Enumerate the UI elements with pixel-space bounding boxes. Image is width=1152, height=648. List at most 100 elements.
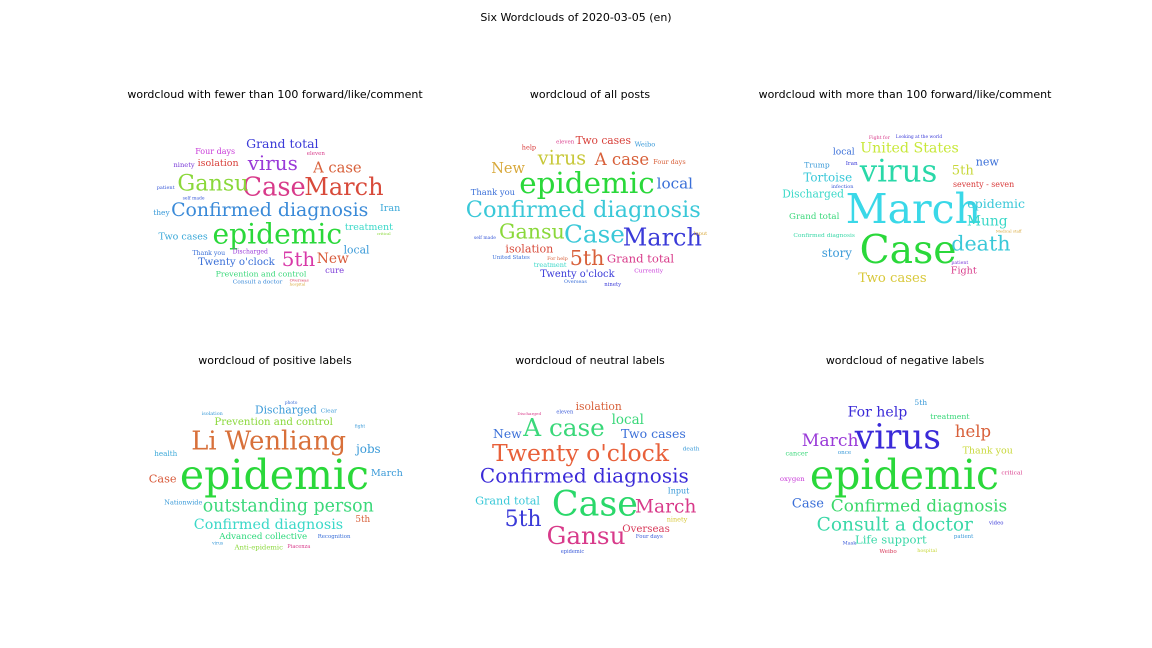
word-epidemic: epidemic bbox=[180, 451, 369, 499]
word-input: Input bbox=[668, 486, 691, 495]
word-consult-a-doctor: Consult a doctor bbox=[817, 514, 973, 535]
word-for-help: For help bbox=[848, 405, 908, 421]
word-mask: Mask bbox=[843, 541, 858, 547]
word-twenty-o-clock: Twenty o'clock bbox=[198, 257, 276, 268]
word-ninety: ninety bbox=[667, 516, 688, 524]
word-patient: patient bbox=[951, 260, 968, 266]
word-case: Case bbox=[792, 496, 824, 511]
word-united-states: United States bbox=[492, 255, 530, 261]
word-life-support: Life support bbox=[855, 533, 927, 547]
word-local: local bbox=[344, 244, 370, 257]
word-march: March bbox=[623, 224, 702, 252]
word-case: Case bbox=[564, 220, 625, 249]
word-grand-total: Grand total bbox=[246, 136, 318, 151]
word-grand-total: Grand total bbox=[475, 495, 540, 508]
word-new: New bbox=[317, 251, 349, 267]
word-gansu: Gansu bbox=[547, 521, 626, 550]
word-local: local bbox=[612, 412, 644, 428]
word-case: Case bbox=[242, 173, 305, 203]
word-consult-a-doctor: Consult a doctor bbox=[233, 279, 283, 285]
word-two-cases: Two cases bbox=[621, 426, 686, 441]
word-anti-epidemic: Anti-epidemic bbox=[234, 544, 284, 552]
word-four-days: Four days bbox=[195, 147, 235, 156]
panel-title: wordcloud with more than 100 forward/lik… bbox=[758, 88, 1052, 101]
word-new: New bbox=[493, 426, 522, 441]
word-input: Input bbox=[694, 231, 708, 237]
word-eleven: eleven bbox=[556, 140, 575, 146]
word-oxygen: oxygen bbox=[780, 475, 805, 483]
word-new: new bbox=[976, 156, 1000, 169]
word-health: health bbox=[154, 449, 177, 458]
word-case: Case bbox=[149, 473, 177, 486]
panel-title: wordcloud with fewer than 100 forward/li… bbox=[127, 88, 423, 101]
word-march: March bbox=[846, 185, 981, 233]
word-tortoise: Tortoise bbox=[803, 171, 852, 185]
word-once: once bbox=[838, 450, 852, 456]
word-5th: 5th bbox=[355, 515, 370, 525]
word-fight-for: Fight for bbox=[869, 135, 891, 141]
word-discharged: Discharged bbox=[517, 411, 541, 416]
panel-title: wordcloud of all posts bbox=[529, 88, 651, 101]
word-confirmed-diagnosis: Confirmed diagnosis bbox=[194, 517, 343, 533]
word-currently: Currently bbox=[634, 268, 663, 274]
word-case: Case bbox=[552, 485, 638, 525]
word-infection: infection bbox=[831, 184, 854, 190]
word-thank-you: Thank you bbox=[192, 250, 225, 257]
word-help: help bbox=[955, 422, 991, 441]
word-virus: virus bbox=[211, 541, 224, 546]
word-epidemic: epidemic bbox=[519, 166, 655, 200]
word-confirmed-diagnosis: Confirmed diagnosis bbox=[466, 197, 701, 223]
word-virus: virus bbox=[537, 146, 586, 169]
word-cancer: cancer bbox=[786, 450, 809, 458]
word-patient: patient bbox=[954, 534, 974, 540]
word-discharged: Discharged bbox=[233, 249, 268, 256]
word-united-states: United States bbox=[860, 141, 959, 157]
word-ninety: ninety bbox=[604, 282, 621, 288]
word-hospital: hospital bbox=[917, 548, 937, 554]
word-critical: critical bbox=[1001, 471, 1022, 477]
word-overseas: Overseas bbox=[290, 278, 309, 283]
word-confirmed-diagnosis: Confirmed diagnosis bbox=[480, 463, 689, 487]
word-trump: Trump bbox=[804, 160, 830, 169]
wordcloud-panel-6: wordcloud of negative labels epidemic vir… bbox=[740, 354, 1070, 584]
word-isolation: isolation bbox=[576, 400, 622, 413]
word-confirmed-diagnosis: Confirmed diagnosis bbox=[793, 233, 855, 239]
word-patient: patient bbox=[157, 185, 175, 191]
word-march: March bbox=[635, 497, 696, 518]
word-story: story bbox=[822, 246, 853, 260]
word-local: local bbox=[833, 147, 855, 157]
word-virus: virus bbox=[859, 153, 938, 189]
wordcloud-panel-2: wordcloud of all posts Confirmed diagnos… bbox=[425, 88, 755, 318]
word-overseas: Overseas bbox=[564, 279, 587, 285]
word-gansu: Gansu bbox=[499, 220, 565, 244]
figure-title: Six Wordclouds of 2020-03-05 (en) bbox=[480, 11, 672, 24]
word-four-days: Four days bbox=[636, 534, 663, 540]
word-two-cases: Two cases bbox=[159, 232, 208, 243]
word-confirmed-diagnosis: Confirmed diagnosis bbox=[171, 199, 368, 221]
word-critical: critical bbox=[377, 231, 392, 236]
word-new: New bbox=[491, 161, 525, 177]
word-isolation: isolation bbox=[202, 411, 224, 417]
word-discharged: Discharged bbox=[255, 404, 317, 417]
word-5th: 5th bbox=[570, 246, 605, 270]
word-epidemic: epidemic bbox=[967, 196, 1025, 211]
word-self-made: self made bbox=[474, 235, 496, 241]
word-treatment: treatment bbox=[345, 222, 393, 233]
word-march: March bbox=[371, 468, 403, 479]
word-thank-you: Thank you bbox=[471, 187, 516, 197]
word-jobs: jobs bbox=[354, 442, 381, 456]
word-march: March bbox=[304, 173, 383, 201]
word-hospital: hospital bbox=[290, 282, 306, 287]
word-death: death bbox=[951, 231, 1010, 255]
word-grand-total: Grand total bbox=[789, 212, 840, 222]
word-iran: Iran bbox=[380, 203, 400, 214]
word-overseas: Overseas bbox=[622, 524, 670, 535]
word-eleven: eleven bbox=[556, 410, 574, 416]
word-fight: Fight bbox=[951, 266, 977, 277]
word-seventy-seven: seventy - seven bbox=[953, 180, 1014, 189]
panel-title: wordcloud of positive labels bbox=[198, 354, 352, 367]
